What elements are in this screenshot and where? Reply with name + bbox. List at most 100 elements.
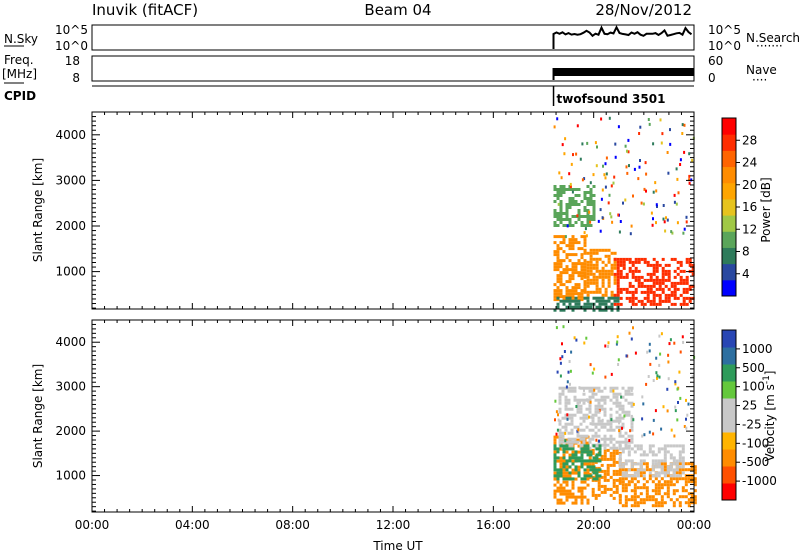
echo-cell — [598, 248, 602, 252]
echo-cell — [559, 444, 563, 448]
echo-cell — [568, 495, 572, 499]
echo-cell — [580, 501, 584, 505]
echo-cell — [586, 501, 590, 505]
echo-cell — [582, 434, 586, 438]
echo-cell — [624, 443, 628, 447]
echo-cell — [684, 480, 688, 484]
echo-cell — [565, 468, 569, 472]
echo-cell — [658, 296, 662, 300]
echo-cell — [622, 287, 626, 291]
echo-cell — [657, 459, 661, 463]
echo-cell — [559, 262, 563, 266]
freq-unit: [MHz] — [2, 67, 37, 81]
echo-cell — [675, 480, 679, 484]
echo-cell — [634, 266, 638, 270]
echo-cell — [613, 257, 617, 261]
echo-cell — [664, 293, 668, 297]
echo-cell — [624, 501, 628, 505]
echo-cell — [558, 386, 562, 390]
echo-cell — [649, 290, 653, 294]
echo-speck — [555, 326, 558, 330]
echo-cell — [627, 468, 631, 472]
echo-speck — [654, 181, 657, 185]
echo-cell — [571, 453, 575, 457]
echo-cell — [673, 287, 677, 291]
echo-cell — [600, 469, 604, 473]
echo-cell — [657, 504, 661, 508]
echo-cell — [576, 404, 580, 408]
echo-cell — [582, 419, 586, 423]
echo-cell — [618, 459, 622, 463]
x-tick-label: 04:00 — [175, 518, 210, 532]
echo-speck — [682, 231, 685, 235]
echo-speck — [666, 151, 669, 154]
echo-cell — [652, 269, 656, 273]
echo-cell — [556, 456, 560, 460]
echo-cell — [606, 466, 610, 470]
echo-cell — [640, 281, 644, 285]
echo-cell — [669, 474, 673, 478]
echo-cell — [661, 299, 665, 303]
echo-cell — [571, 277, 575, 281]
echo-cell — [673, 296, 677, 300]
echo-cell — [673, 275, 677, 279]
echo-cell — [570, 407, 574, 411]
echo-cell — [663, 474, 667, 478]
echo-cell — [678, 462, 682, 466]
echo-cell — [687, 462, 691, 466]
echo-cell — [553, 262, 557, 266]
echo-cell — [583, 259, 587, 263]
echo-cell — [610, 263, 614, 267]
echo-cell — [634, 296, 638, 300]
echo-cell — [586, 302, 590, 306]
echo-cell — [595, 260, 599, 264]
echo-cell — [571, 262, 575, 266]
echo-cell — [612, 496, 616, 500]
echo-cell — [562, 450, 566, 454]
echo-cell — [616, 272, 620, 276]
echo-cell — [568, 299, 572, 303]
echo-cell — [654, 492, 658, 496]
echo-cell — [679, 302, 683, 306]
echo-cell — [553, 185, 557, 188]
echo-cell — [580, 477, 584, 481]
echo-cell — [609, 422, 613, 426]
echo-cell — [693, 483, 697, 487]
echo-speck — [601, 216, 604, 220]
echo-cell — [580, 456, 584, 460]
echo-cell — [613, 293, 617, 297]
echo-cell — [621, 434, 625, 438]
echo-cell — [684, 468, 688, 472]
echo-cell — [562, 456, 566, 460]
echo-speck — [661, 132, 664, 136]
echo-cell — [586, 203, 590, 206]
echo-cell — [678, 450, 682, 454]
echo-cell — [603, 395, 607, 399]
echo-cell — [663, 450, 667, 454]
echo-cell — [663, 459, 667, 463]
echo-cell — [562, 224, 566, 227]
echo-cell — [615, 386, 619, 390]
echo-cell — [568, 447, 572, 451]
echo-cell — [610, 266, 614, 270]
echo-cell — [607, 269, 611, 273]
echo-cell — [658, 278, 662, 282]
echo-cell — [559, 203, 563, 206]
echo-speck — [559, 361, 562, 365]
echo-cell — [577, 305, 581, 309]
echo-cell — [559, 462, 563, 466]
echo-cell — [673, 284, 677, 288]
echo-speck — [641, 395, 644, 399]
echo-cell — [559, 468, 563, 472]
echo-cell — [562, 489, 566, 493]
echo-cell — [565, 459, 569, 463]
echo-cell — [553, 477, 557, 481]
echo-cell — [621, 474, 625, 478]
echo-cell — [606, 463, 610, 467]
echo-cell — [684, 495, 688, 499]
echo-cell — [580, 489, 584, 493]
echo-cell — [553, 441, 557, 445]
echo-speck — [669, 338, 672, 342]
echo-cell — [685, 260, 689, 264]
echo-cell — [565, 295, 569, 299]
